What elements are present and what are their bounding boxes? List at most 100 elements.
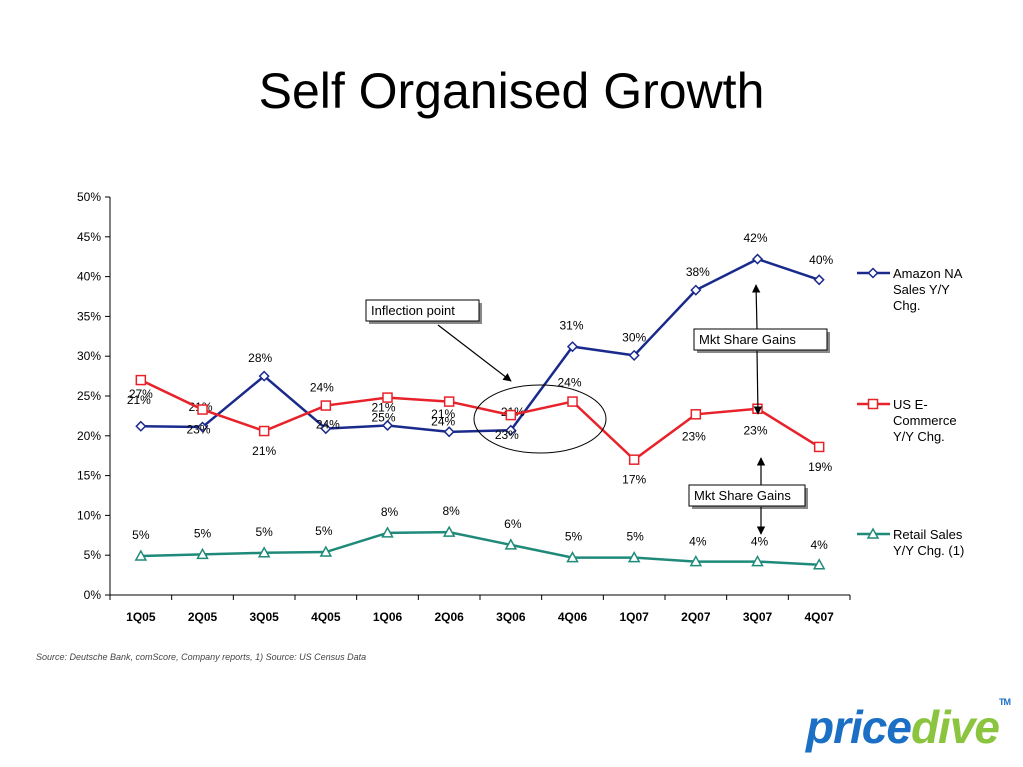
x-tick-label: 1Q05 — [126, 610, 156, 624]
data-point — [258, 425, 270, 437]
series-line — [140, 378, 820, 462]
data-label: 4% — [751, 535, 769, 549]
y-tick-label: 10% — [77, 508, 101, 522]
y-tick-label: 5% — [84, 548, 102, 562]
data-label: 21% — [371, 400, 395, 414]
data-point — [319, 545, 333, 557]
data-point — [196, 421, 209, 433]
data-label: 4% — [810, 538, 828, 552]
data-label: 24% — [310, 381, 334, 395]
data-label: 23% — [495, 428, 519, 442]
data-point — [627, 551, 641, 563]
data-point — [567, 396, 578, 407]
data-label: 21% — [127, 393, 151, 407]
mkt-share-up-arrow — [751, 284, 761, 330]
pricedive-logo: pricediveTM — [806, 696, 1011, 754]
y-tick-label: 45% — [77, 230, 101, 244]
x-tick-label: 3Q07 — [743, 610, 773, 624]
data-label: 25% — [371, 411, 395, 425]
data-label: 24% — [316, 418, 340, 432]
data-label: 23% — [186, 423, 210, 437]
data-label: 5% — [565, 530, 583, 544]
data-label: 30% — [622, 330, 646, 344]
mkt-share-gains-upper-box — [693, 328, 828, 351]
mkt-share-down-arrow — [753, 350, 763, 415]
data-point — [258, 370, 270, 382]
y-tick-label: 25% — [77, 389, 101, 403]
source-note: Source: Deutsche Bank, comScore, Company… — [36, 652, 367, 662]
y-tick-label: 0% — [84, 588, 102, 602]
data-point — [813, 441, 825, 453]
data-label: 5% — [626, 530, 644, 544]
data-point — [197, 404, 208, 415]
data-point — [381, 526, 394, 538]
data-label: 31% — [559, 319, 583, 333]
data-label: 5% — [132, 528, 150, 542]
inflection-point-label: Inflection point — [371, 303, 455, 318]
data-point — [813, 274, 825, 286]
inflection-ellipse — [473, 384, 607, 454]
data-label: 8% — [442, 504, 460, 518]
data-label: 17% — [622, 473, 646, 487]
data-label: 27% — [129, 387, 153, 401]
data-point — [257, 546, 271, 558]
mkt-share-gains-lower-label: Mkt Share Gains — [694, 488, 791, 503]
data-point — [689, 555, 703, 567]
y-tick-label: 35% — [77, 309, 101, 323]
data-label: 5% — [255, 525, 273, 539]
legend-label: Retail Sales — [893, 527, 963, 542]
data-point — [381, 419, 394, 432]
legend-marker — [867, 398, 879, 410]
mkt-share-gains-upper-label: Mkt Share Gains — [699, 332, 796, 347]
legend-label: Sales Y/Y — [893, 282, 950, 297]
data-label: 28% — [248, 351, 272, 365]
data-point — [628, 454, 640, 465]
data-label: 24% — [431, 415, 455, 429]
x-tick-label: 4Q06 — [558, 610, 588, 624]
logo-text-part2: dive — [910, 701, 1000, 753]
data-point — [628, 349, 640, 361]
logo-tm: TM — [999, 696, 1011, 707]
x-tick-label: 4Q07 — [804, 610, 834, 624]
series-line — [140, 530, 820, 567]
data-label: 5% — [315, 524, 333, 538]
x-tick-label: 3Q06 — [496, 610, 526, 624]
data-point — [442, 525, 456, 537]
data-label: 6% — [504, 517, 522, 531]
data-point — [320, 423, 332, 435]
data-point — [751, 555, 764, 567]
data-point — [443, 396, 455, 407]
data-point — [382, 392, 393, 403]
data-point — [134, 549, 148, 561]
legend-label: Amazon NA — [893, 266, 963, 281]
legend-marker — [866, 527, 880, 539]
data-point — [751, 253, 764, 265]
data-point — [504, 538, 518, 550]
legend-label: Commerce — [893, 413, 957, 428]
data-point — [320, 400, 332, 411]
data-label: 38% — [686, 265, 710, 279]
inflection-point-box — [365, 299, 480, 322]
y-tick-label: 20% — [77, 429, 101, 443]
data-label: 5% — [194, 526, 212, 540]
x-tick-label: 3Q05 — [249, 610, 279, 624]
data-label: 24% — [557, 376, 581, 390]
x-tick-label: 2Q07 — [681, 610, 711, 624]
data-label: 23% — [743, 424, 767, 438]
x-tick-label: 1Q06 — [373, 610, 403, 624]
data-point — [812, 558, 826, 570]
legend-marker — [867, 267, 879, 279]
inflection-arrow — [437, 324, 512, 382]
data-point — [135, 374, 147, 386]
mkt-share-gains-lower-box — [688, 484, 806, 507]
y-tick-label: 30% — [77, 349, 101, 363]
data-label: 23% — [682, 429, 706, 443]
data-point — [196, 547, 209, 560]
data-label: 19% — [808, 460, 832, 474]
data-label: 21% — [431, 407, 455, 421]
data-point — [505, 409, 517, 421]
y-tick-label: 40% — [77, 270, 101, 284]
y-tick-label: 50% — [77, 190, 101, 204]
x-tick-label: 2Q05 — [188, 610, 218, 624]
